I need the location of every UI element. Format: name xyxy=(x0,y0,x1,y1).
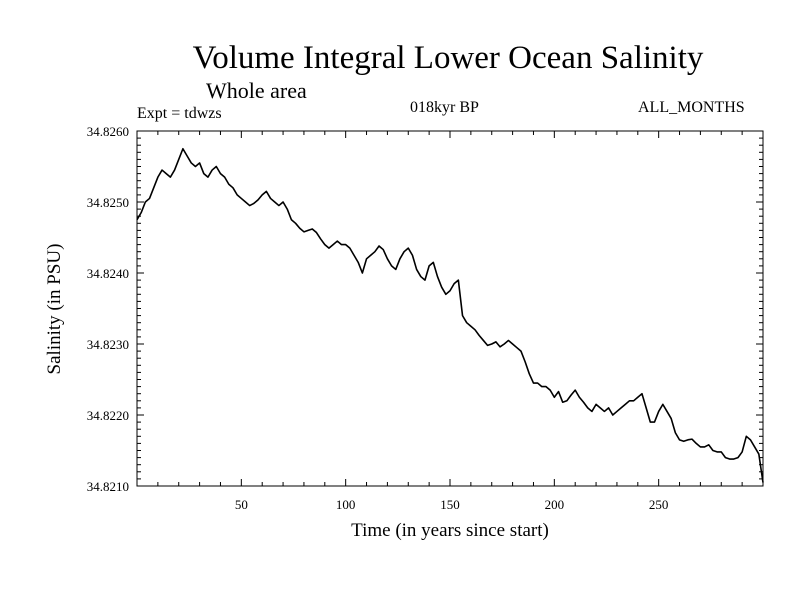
months-label: ALL_MONTHS xyxy=(638,99,745,116)
y-tick-label: 34.8230 xyxy=(87,337,129,352)
y-tick-label: 34.8210 xyxy=(87,479,129,494)
y-tick-label: 34.8250 xyxy=(87,195,129,210)
axis-ticks xyxy=(137,131,763,486)
x-tick-label: 200 xyxy=(545,497,565,512)
x-tick-label: 50 xyxy=(235,497,248,512)
x-axis-label: Time (in years since start) xyxy=(351,520,549,541)
period-label: 018kyr BP xyxy=(410,99,479,116)
chart-subtitle: Whole area xyxy=(206,78,307,103)
y-tick-label: 34.8260 xyxy=(87,124,129,139)
y-tick-label: 34.8220 xyxy=(87,408,129,423)
x-tick-label: 250 xyxy=(649,497,669,512)
chart-title: Volume Integral Lower Ocean Salinity xyxy=(192,40,704,76)
x-tick-label: 150 xyxy=(440,497,460,512)
experiment-label: Expt = tdwzs xyxy=(137,105,222,122)
y-axis-label: Salinity (in PSU) xyxy=(44,244,65,375)
tick-labels: 50 100 150 200 250 34.8210 34.8220 34.8230 34.82… xyxy=(87,124,669,512)
x-tick-label: 100 xyxy=(336,497,356,512)
y-tick-label: 34.8240 xyxy=(87,266,129,281)
salinity-series-line xyxy=(136,147,764,483)
plot-frame xyxy=(136,130,764,487)
